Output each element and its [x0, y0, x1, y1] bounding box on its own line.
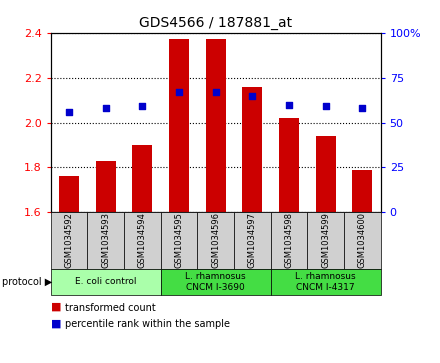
- Text: GSM1034599: GSM1034599: [321, 213, 330, 268]
- Title: GDS4566 / 187881_at: GDS4566 / 187881_at: [139, 16, 292, 30]
- Point: [66, 109, 73, 115]
- Text: GSM1034594: GSM1034594: [138, 213, 147, 268]
- Bar: [242, 86, 262, 212]
- Point: [176, 89, 183, 95]
- Text: protocol ▶: protocol ▶: [2, 277, 52, 287]
- Point: [102, 105, 109, 111]
- Text: E. coli control: E. coli control: [75, 277, 136, 286]
- Text: GSM1034600: GSM1034600: [358, 212, 367, 269]
- Bar: [315, 136, 336, 212]
- Point: [322, 103, 329, 109]
- Text: GSM1034597: GSM1034597: [248, 212, 257, 269]
- Text: ■: ■: [51, 318, 61, 329]
- Bar: [95, 161, 116, 212]
- Text: transformed count: transformed count: [65, 303, 156, 313]
- Text: GSM1034596: GSM1034596: [211, 212, 220, 269]
- Text: GSM1034592: GSM1034592: [64, 213, 73, 268]
- Text: ■: ■: [51, 302, 61, 312]
- Point: [249, 93, 256, 98]
- Text: GSM1034595: GSM1034595: [174, 213, 183, 268]
- Bar: [169, 40, 189, 212]
- Bar: [279, 118, 299, 212]
- Point: [139, 103, 146, 109]
- Bar: [352, 170, 372, 212]
- Point: [359, 105, 366, 111]
- Text: L. rhamnosus
CNCM I-3690: L. rhamnosus CNCM I-3690: [185, 272, 246, 292]
- Text: percentile rank within the sample: percentile rank within the sample: [65, 319, 230, 329]
- Bar: [132, 145, 152, 212]
- Bar: [205, 40, 226, 212]
- Point: [212, 89, 219, 95]
- Point: [286, 102, 293, 107]
- Text: GSM1034593: GSM1034593: [101, 212, 110, 269]
- Text: GSM1034598: GSM1034598: [284, 212, 293, 269]
- Bar: [59, 176, 79, 212]
- Text: L. rhamnosus
CNCM I-4317: L. rhamnosus CNCM I-4317: [295, 272, 356, 292]
